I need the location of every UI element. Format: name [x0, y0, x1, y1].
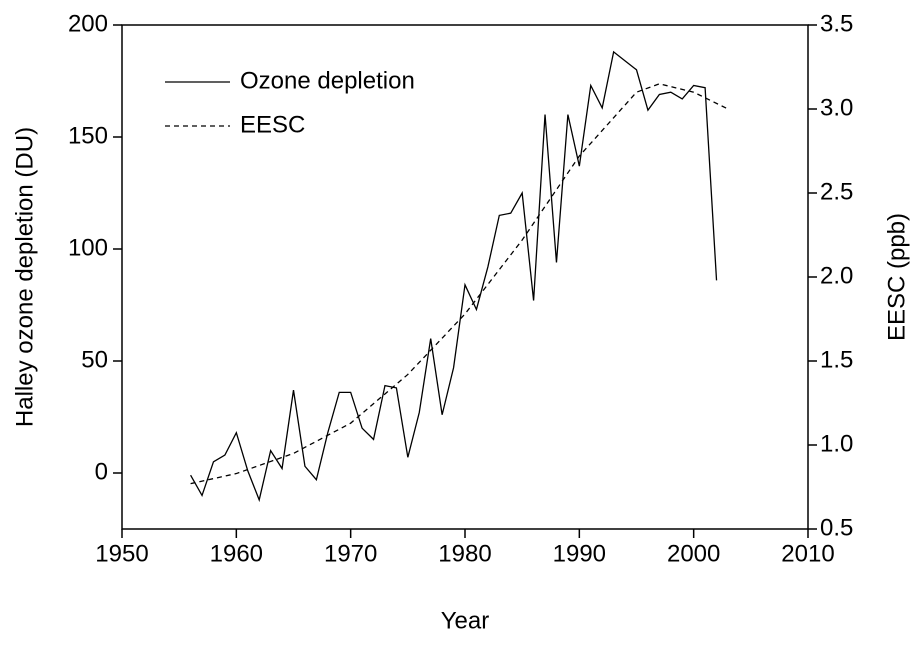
y2-tick-label: 3.0 [820, 94, 853, 121]
y-tick-label: 150 [68, 122, 108, 149]
x-tick-label: 1970 [324, 540, 377, 567]
y-tick-label: 50 [81, 346, 108, 373]
line-series [190, 83, 729, 485]
legend-label: EESC [240, 111, 305, 138]
line-series [190, 50, 718, 503]
x-tick-label: 2010 [781, 540, 834, 567]
legend-label: Ozone depletion [240, 67, 415, 94]
y2-tick-label: 2.0 [820, 262, 853, 289]
x-tick-label: 1980 [438, 540, 491, 567]
y2-tick-label: 2.5 [820, 178, 853, 205]
y2-axis-label: EESC (ppb) [883, 213, 910, 341]
plot-frame [121, 24, 809, 530]
y-tick-label: 100 [68, 234, 108, 261]
y2-tick-label: 1.5 [820, 346, 853, 373]
x-tick-label: 1990 [553, 540, 606, 567]
y2-tick-label: 1.0 [820, 430, 853, 457]
y2-tick-label: 0.5 [820, 514, 853, 541]
x-tick-label: 2000 [667, 540, 720, 567]
x-tick-label: 1950 [95, 540, 148, 567]
x-tick-label: 1960 [210, 540, 263, 567]
y-axis-label: Halley ozone depletion (DU) [11, 127, 38, 427]
y-tick-label: 200 [68, 10, 108, 37]
y-tick-label: 0 [95, 458, 108, 485]
y2-tick-label: 3.5 [820, 10, 853, 37]
x-axis-label: Year [441, 607, 490, 634]
